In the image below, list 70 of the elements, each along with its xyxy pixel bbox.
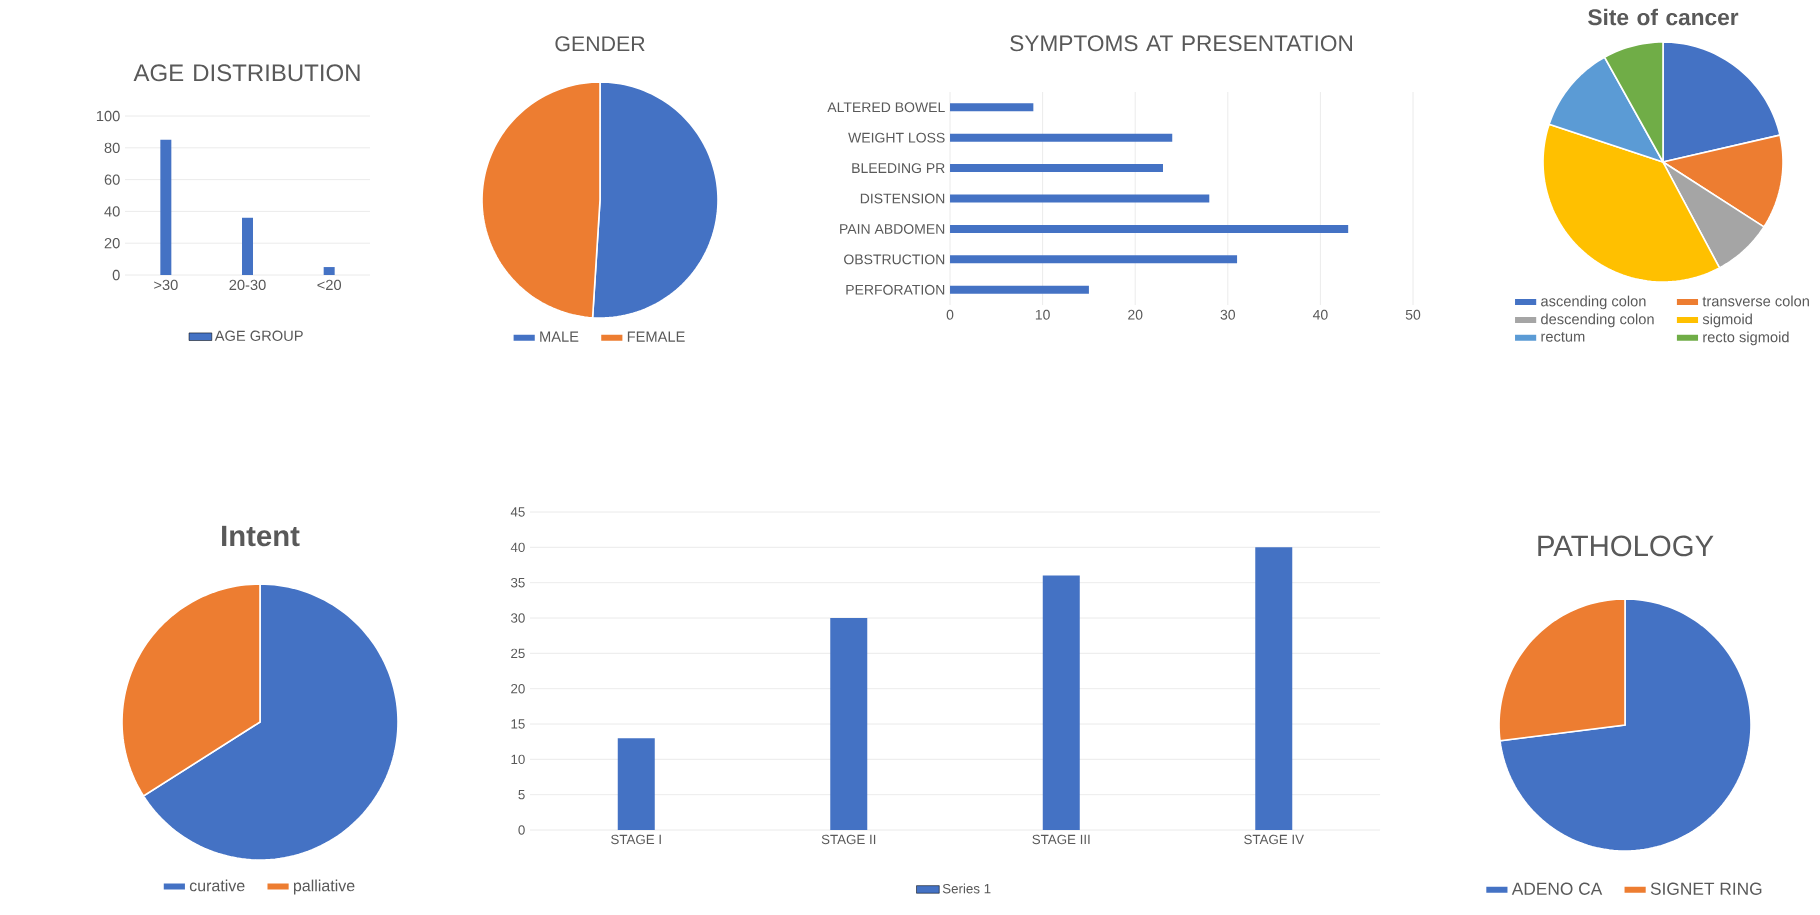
y-tick-label: 80 [104,142,120,153]
x-tick-label: 40 [1312,309,1328,320]
legend-label: SIGNET RING [1650,882,1762,895]
y-tick-label: 45 [510,507,525,517]
x-tick-label: 20-30 [229,279,266,291]
y-tick-label: ALTERED BOWEL [827,102,945,113]
y-tick-label: 20 [104,238,120,249]
y-tick-label: WEIGHT LOSS [848,132,945,143]
x-tick-label: 20 [1128,309,1143,320]
bar [323,267,335,276]
legend-label: FEMALE [627,331,685,342]
y-tick-label: PERFORATION [846,284,945,295]
x-tick-label: 10 [1035,309,1050,320]
bar [1255,547,1293,831]
y-tick-label: 0 [112,269,120,281]
legend-label: descending colon [1541,313,1654,328]
chart-title: Site of cancer [1588,8,1739,26]
y-tick-label: 5 [518,790,525,800]
chart-title: SYMPTOMS AT PRESENTATION [1010,35,1352,52]
x-tick-label: STAGE I [611,834,661,845]
y-tick-label: 35 [510,577,525,588]
legend-label: palliative [293,879,355,895]
x-tick-label: >30 [154,279,178,291]
chart-title: GENDER [555,36,645,52]
y-tick-label: DISTENSION [860,193,945,204]
bar [160,139,172,276]
bar [1042,575,1080,831]
legend-label: curative [189,879,245,892]
y-tick-label: 25 [511,648,525,659]
chart-title: Intent [222,525,300,547]
y-tick-label: 40 [510,542,525,553]
y-tick-label: 0 [518,825,525,835]
legend-label: recto sigmoid [1703,331,1789,346]
legend-label: MALE [540,331,579,342]
y-tick-label: 15 [511,719,525,729]
chart-title: AGE DISTRIBUTION [133,64,360,82]
y-tick-label: OBSTRUCTION [844,254,945,265]
legend-label: AGE GROUP [214,330,303,341]
bar [950,103,1034,112]
x-tick-label: STAGE IV [1244,834,1304,845]
x-tick-label: STAGE III [1032,834,1090,845]
x-tick-label: 0 [946,309,954,320]
bar [950,285,1089,294]
bar [617,738,655,831]
y-tick-label: 10 [511,754,525,765]
legend-label: ADENO CA [1511,882,1603,895]
bar [950,164,1163,173]
x-tick-label: 50 [1405,309,1421,320]
y-tick-label: 100 [96,110,120,122]
y-tick-label: 20 [511,683,525,694]
x-tick-label: 30 [1220,309,1236,320]
legend-label: sigmoid [1702,313,1752,328]
bar [950,224,1349,233]
bar [950,133,1173,142]
y-tick-label: BLEEDING PR [852,163,945,174]
legend-label: ascending colon [1541,295,1646,310]
bar [830,618,868,831]
legend-label: Series 1 [942,883,991,894]
x-tick-label: STAGE II [821,834,876,845]
bar [950,194,1210,203]
y-tick-label: 40 [104,206,120,217]
y-tick-label: 60 [104,174,120,185]
bar [242,217,254,276]
x-tick-label: <20 [317,279,342,291]
legend-label: transverse colon [1702,295,1809,307]
bar [950,255,1238,264]
y-tick-label: PAIN ABDOMEN [840,223,945,234]
legend-label: rectum [1541,332,1585,342]
chart-title: PATHOLOGY [1538,535,1714,557]
y-tick-label: 30 [510,613,525,623]
